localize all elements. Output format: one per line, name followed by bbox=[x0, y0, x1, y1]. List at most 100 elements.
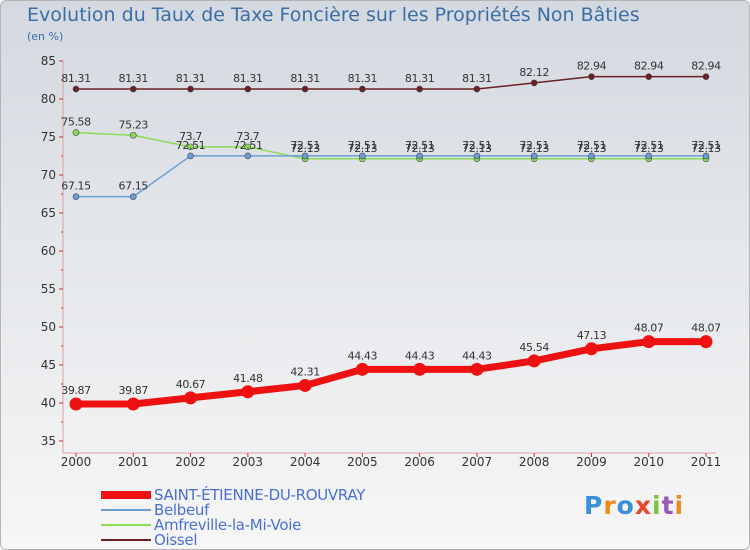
data-label: 82.94 bbox=[634, 60, 664, 73]
data-point bbox=[416, 85, 423, 93]
data-label: 67.15 bbox=[61, 180, 91, 193]
data-label: 72.51 bbox=[405, 139, 435, 152]
data-point bbox=[473, 85, 481, 93]
data-label: 39.87 bbox=[119, 384, 149, 397]
x-tick-label: 2002 bbox=[175, 455, 206, 469]
data-label: 44.43 bbox=[348, 349, 378, 362]
data-label: 48.07 bbox=[634, 322, 664, 335]
data-point bbox=[244, 143, 252, 151]
data-label: 81.31 bbox=[405, 72, 435, 85]
data-point bbox=[129, 131, 137, 139]
data-point bbox=[187, 85, 194, 93]
data-point bbox=[588, 73, 595, 80]
data-label: 81.31 bbox=[348, 72, 378, 85]
data-label: 72.51 bbox=[519, 139, 549, 152]
series-line bbox=[76, 75, 706, 90]
data-point bbox=[187, 143, 194, 151]
data-point bbox=[416, 152, 423, 160]
legend-label: Oissel bbox=[154, 531, 198, 549]
y-tick-label: 85 bbox=[41, 54, 56, 68]
data-label: 82.94 bbox=[577, 60, 607, 73]
data-point bbox=[702, 152, 710, 160]
x-tick-label: 2009 bbox=[576, 455, 607, 469]
data-label: 72.13 bbox=[691, 142, 721, 155]
x-tick-label: 2004 bbox=[290, 455, 321, 469]
data-label: 81.31 bbox=[233, 72, 263, 85]
data-label: 72.51 bbox=[462, 139, 492, 152]
data-point bbox=[301, 85, 309, 93]
y-tick-label: 40 bbox=[41, 396, 56, 410]
data-label: 72.13 bbox=[634, 142, 664, 155]
data-label: 45.54 bbox=[519, 341, 549, 354]
data-point bbox=[527, 354, 541, 368]
data-label: 81.31 bbox=[290, 72, 320, 85]
data-label: 73.7 bbox=[236, 130, 259, 143]
data-label: 73.7 bbox=[179, 130, 202, 143]
data-point bbox=[69, 397, 83, 411]
legend-label: SAINT-ÉTIENNE-DU-ROUVRAY bbox=[154, 486, 366, 504]
x-tick-label: 2007 bbox=[462, 455, 493, 469]
series-line bbox=[76, 338, 706, 408]
legend-swatch bbox=[101, 491, 151, 499]
x-tick-label: 2008 bbox=[519, 455, 550, 469]
data-point bbox=[645, 73, 653, 80]
data-point bbox=[355, 362, 369, 376]
data-label: 48.07 bbox=[691, 322, 721, 335]
data-point bbox=[702, 73, 710, 80]
data-label: 72.51 bbox=[577, 139, 607, 152]
data-point bbox=[699, 335, 713, 349]
data-label: 44.43 bbox=[462, 349, 492, 362]
data-point bbox=[184, 391, 198, 405]
data-point bbox=[72, 129, 80, 136]
data-point bbox=[72, 85, 80, 93]
y-tick-label: 80 bbox=[41, 92, 56, 106]
data-label: 47.13 bbox=[577, 329, 607, 342]
data-point bbox=[129, 85, 137, 93]
data-point bbox=[530, 79, 538, 87]
data-point bbox=[301, 152, 309, 160]
legend-swatch bbox=[101, 539, 151, 541]
data-label: 81.31 bbox=[61, 72, 91, 85]
data-point bbox=[126, 397, 140, 411]
data-point bbox=[298, 378, 312, 392]
y-tick-label: 60 bbox=[41, 244, 56, 258]
data-label: 81.31 bbox=[176, 72, 206, 85]
legend-swatch bbox=[101, 509, 151, 511]
x-tick-label: 2011 bbox=[691, 455, 722, 469]
brand-logo: Proxiti bbox=[584, 491, 685, 520]
legend-label: Belbeuf bbox=[154, 501, 210, 519]
data-point bbox=[241, 385, 255, 399]
data-label: 72.13 bbox=[290, 142, 320, 155]
data-label: 72.13 bbox=[405, 142, 435, 155]
data-label: 72.13 bbox=[577, 142, 607, 155]
data-label: 72.51 bbox=[634, 139, 664, 152]
data-label: 67.15 bbox=[119, 180, 149, 193]
data-label: 40.67 bbox=[176, 378, 206, 391]
data-point bbox=[588, 152, 595, 160]
x-tick-label: 2010 bbox=[633, 455, 664, 469]
data-label: 72.13 bbox=[462, 142, 492, 155]
legend-label: Amfreville-la-Mi-Voie bbox=[154, 516, 302, 534]
legend-swatch bbox=[101, 524, 151, 526]
data-point bbox=[187, 152, 194, 160]
data-label: 75.23 bbox=[119, 118, 149, 131]
x-tick-label: 2000 bbox=[61, 455, 92, 469]
data-label: 81.31 bbox=[119, 72, 149, 85]
y-tick-label: 75 bbox=[41, 130, 56, 144]
y-tick-label: 65 bbox=[41, 206, 56, 220]
x-tick-label: 2005 bbox=[347, 455, 378, 469]
data-point bbox=[244, 85, 252, 93]
data-label: 39.87 bbox=[61, 384, 91, 397]
y-tick-label: 50 bbox=[41, 320, 56, 334]
data-label: 44.43 bbox=[405, 349, 435, 362]
data-label: 81.31 bbox=[462, 72, 492, 85]
y-tick-label: 35 bbox=[41, 434, 56, 448]
data-point bbox=[584, 342, 598, 356]
data-point bbox=[359, 152, 366, 160]
data-point bbox=[642, 335, 656, 349]
series-line bbox=[76, 155, 706, 198]
data-label: 72.51 bbox=[290, 139, 320, 152]
data-label: 41.48 bbox=[233, 372, 263, 385]
